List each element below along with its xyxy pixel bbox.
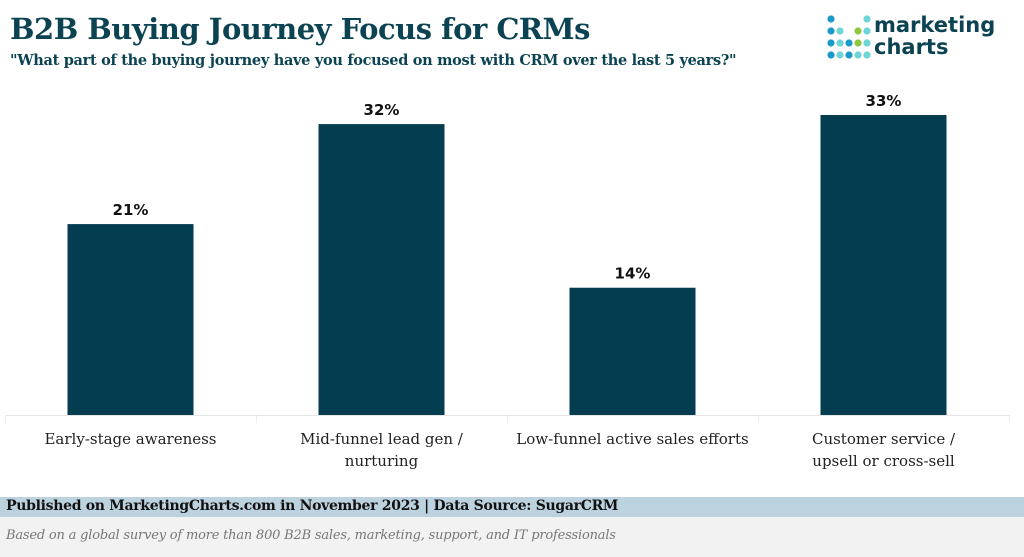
data-label: 14%: [615, 265, 651, 283]
logo-dot: [845, 39, 853, 47]
logo-dot: [854, 39, 862, 47]
logo-dot: [863, 15, 871, 23]
published-text: Published on MarketingCharts.com in Nove…: [6, 498, 619, 514]
bar-chart: 21% 32% 14% 33%: [5, 92, 1010, 423]
chart-title: B2B Buying Journey Focus for CRMs: [10, 12, 590, 46]
logo-dot: [836, 27, 844, 35]
logo-dot: [827, 15, 835, 23]
logo-dot: [827, 27, 835, 35]
category-label-line: Low-funnel active sales efforts: [516, 430, 749, 448]
category-label-line: Early-stage awareness: [44, 430, 217, 448]
bar: [67, 224, 194, 415]
category-label-line: nurturing: [344, 452, 419, 470]
bar: [569, 287, 696, 415]
logo-dot: [836, 39, 844, 47]
chart-subtitle: "What part of the buying journey have yo…: [10, 52, 737, 69]
logo-dot: [863, 51, 871, 59]
data-label: 32%: [364, 101, 400, 119]
category-label: Customer service / upsell or cross-sell: [764, 428, 1004, 472]
logo-line1: marketing: [874, 13, 996, 37]
logo-dots-icon: [827, 15, 871, 59]
logo-dot: [827, 51, 835, 59]
marketingcharts-logo: marketing charts: [826, 14, 1016, 64]
category-label-line: upsell or cross-sell: [812, 452, 955, 470]
logo-dot: [854, 27, 862, 35]
note-text: Based on a global survey of more than 80…: [6, 528, 616, 543]
logo-dot: [854, 51, 862, 59]
note-bar: Based on a global survey of more than 80…: [0, 517, 1024, 557]
logo-dot: [845, 51, 853, 59]
published-bar: Published on MarketingCharts.com in Nove…: [0, 497, 1024, 517]
category-label-line: Mid-funnel lead gen /: [300, 430, 463, 448]
category-label: Early-stage awareness: [11, 428, 251, 450]
bar: [820, 115, 947, 415]
logo-dot: [836, 51, 844, 59]
data-label: 21%: [113, 201, 149, 219]
logo-dot: [863, 27, 871, 35]
logo-dot: [827, 39, 835, 47]
category-label-line: Customer service /: [811, 430, 956, 448]
category-label: Low-funnel active sales efforts: [513, 428, 753, 450]
logo-dot: [863, 39, 871, 47]
data-label: 33%: [866, 92, 902, 110]
logo-line2: charts: [874, 35, 949, 59]
bar: [318, 124, 445, 415]
category-label: Mid-funnel lead gen / nurturing: [262, 428, 502, 472]
